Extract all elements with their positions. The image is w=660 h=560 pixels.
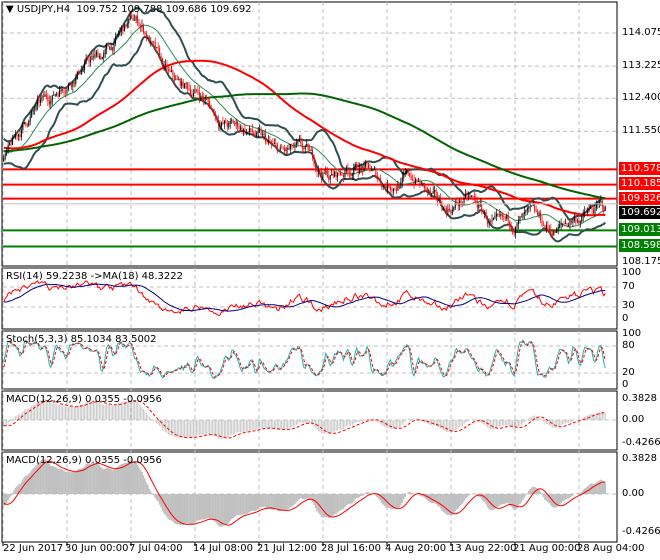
bollinger-upper bbox=[3, 6, 606, 221]
rsi-tick: 70 bbox=[622, 281, 635, 292]
panel-frame bbox=[1, 390, 618, 451]
rsi-tick: 30 bbox=[622, 300, 635, 311]
price-tick: 114.075 bbox=[622, 27, 660, 38]
dropdown-triangle-icon[interactable]: ▼ bbox=[6, 4, 14, 15]
price-tick: 111.550 bbox=[622, 125, 660, 136]
bollinger-lower bbox=[3, 35, 606, 243]
price-tick: 113.225 bbox=[622, 60, 660, 71]
low-value: 109.686 bbox=[165, 4, 207, 15]
time-tick: 14 Jul 08:00 bbox=[193, 543, 253, 554]
panel-frame bbox=[1, 330, 618, 390]
price-tick: 112.400 bbox=[622, 92, 660, 103]
macd2-signal-line bbox=[3, 460, 606, 526]
rsi-ma-line bbox=[3, 283, 606, 312]
current-price-tag: 109.692 bbox=[619, 206, 660, 219]
stoch-tick: 0 bbox=[622, 379, 629, 390]
stoch-tick: 20 bbox=[622, 367, 635, 378]
time-tick: 28 Jul 16:00 bbox=[321, 543, 381, 554]
macd2-label: MACD(12,26,9) 0.0355 -0.0956 bbox=[6, 455, 162, 466]
rsi-tick: 0 bbox=[622, 313, 629, 324]
macd2-tick: 0.3828 bbox=[622, 453, 657, 464]
time-tick: 7 Jul 04:00 bbox=[129, 543, 183, 554]
time-tick: 21 Aug 00:00 bbox=[513, 543, 581, 554]
panel-frame bbox=[1, 1, 618, 267]
panel-frame bbox=[1, 451, 618, 543]
macd2-tick: -0.4266 bbox=[622, 526, 660, 537]
stoch-tick: 80 bbox=[622, 340, 635, 351]
level-tag: 109.013 bbox=[619, 223, 660, 236]
level-tag: 108.598 bbox=[619, 239, 660, 252]
chart-title: ▼ USDJPY,H4 109.752 109.788 109.686 109.… bbox=[6, 4, 252, 15]
stoch-signal-line bbox=[3, 340, 606, 378]
macd1-tick: -0.4266 bbox=[622, 437, 660, 448]
moving-average-fast bbox=[3, 59, 606, 217]
stoch-label: Stoch(5,3,3) 85.1034 83.5002 bbox=[6, 334, 157, 345]
high-value: 109.788 bbox=[121, 4, 163, 15]
time-tick: 22 Jun 2017 bbox=[3, 543, 64, 554]
time-tick: 4 Aug 20:00 bbox=[385, 543, 447, 554]
macd1-label: MACD(12,26,9) 0.0355 -0.0956 bbox=[6, 394, 162, 405]
open-value: 109.752 bbox=[76, 4, 118, 15]
macd1-tick: 0.3828 bbox=[622, 393, 657, 404]
stoch-tick: 100 bbox=[622, 328, 642, 339]
level-tag: 110.578 bbox=[619, 162, 660, 175]
symbol-label: USDJPY,H4 bbox=[16, 4, 71, 15]
macd1-signal-line bbox=[3, 399, 606, 439]
panel-frame bbox=[1, 267, 618, 330]
time-tick: 13 Aug 22:00 bbox=[449, 543, 517, 554]
close-value: 109.692 bbox=[210, 4, 252, 15]
time-tick: 21 Jul 12:00 bbox=[257, 543, 317, 554]
price-tick: 108.175 bbox=[622, 256, 660, 267]
level-tag: 109.826 bbox=[619, 192, 660, 205]
stoch-main-line bbox=[3, 339, 606, 380]
time-tick: 28 Aug 04:00 bbox=[577, 543, 645, 554]
rsi-tick: 100 bbox=[622, 267, 642, 278]
moving-average-slow bbox=[3, 92, 606, 200]
level-tag: 110.185 bbox=[619, 177, 660, 190]
rsi-label: RSI(14) 59.2238 ->MA(18) 48.3222 bbox=[6, 271, 183, 282]
rsi-line bbox=[3, 280, 606, 316]
time-tick: 30 Jun 00:00 bbox=[65, 543, 129, 554]
macd2-tick: 0.00 bbox=[622, 488, 645, 499]
macd1-tick: 0.00 bbox=[622, 414, 645, 425]
